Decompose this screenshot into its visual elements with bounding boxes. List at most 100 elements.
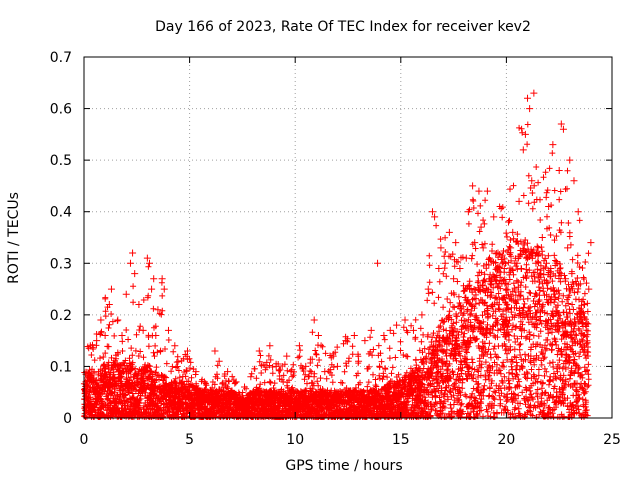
roti-point	[393, 321, 401, 329]
roti-point	[553, 259, 561, 267]
roti-point	[538, 234, 546, 241]
roti-point	[342, 337, 350, 345]
roti-point	[97, 316, 105, 324]
y-tick-label: 0	[63, 411, 72, 427]
roti-point	[464, 208, 472, 216]
roti-point	[200, 378, 208, 386]
roti-point	[524, 94, 532, 102]
roti-point	[160, 285, 168, 293]
roti-point	[310, 316, 318, 324]
roti-point	[462, 254, 470, 262]
roti-point	[232, 378, 240, 386]
roti-point	[224, 368, 232, 376]
plot-frame	[83, 56, 613, 419]
axis-ticks	[83, 56, 613, 419]
roti-point	[521, 130, 529, 138]
data-points	[80, 89, 595, 420]
y-tick-label: 0.2	[50, 308, 72, 324]
roti-point	[164, 326, 172, 334]
roti-point	[287, 368, 295, 376]
y-axis-title: ROTI / TECUs	[6, 192, 22, 284]
x-tick-label: 20	[497, 432, 515, 448]
roti-point	[139, 326, 147, 334]
roti-point	[490, 213, 498, 221]
roti-point	[570, 177, 578, 185]
roti-point	[526, 105, 534, 113]
roti-point	[530, 89, 538, 97]
roti-point	[350, 331, 358, 339]
roti-point	[150, 275, 158, 283]
roti-point	[505, 218, 513, 226]
roti-point	[471, 239, 479, 247]
roti-point	[107, 285, 115, 293]
x-axis-title: GPS time / hours	[285, 458, 402, 474]
roti-point	[562, 275, 570, 283]
roti-point	[329, 352, 337, 360]
roti-point	[374, 259, 382, 267]
roti-point	[295, 342, 303, 350]
roti-point	[215, 357, 223, 365]
roti-point	[171, 342, 179, 350]
roti-point	[479, 244, 487, 252]
roti-point	[456, 264, 464, 272]
roti-point	[105, 301, 113, 309]
roti-point	[494, 249, 502, 257]
roti-point	[302, 362, 310, 370]
roti-point	[361, 337, 369, 345]
roti-point	[576, 280, 584, 288]
roti-point	[536, 270, 544, 278]
roti-point	[513, 259, 521, 267]
roti-point	[566, 156, 574, 164]
roti-point	[500, 264, 508, 272]
roti-point	[247, 373, 255, 381]
roti-point	[321, 368, 329, 376]
roti-point	[283, 352, 291, 360]
roti-point	[86, 342, 94, 350]
y-tick-label: 0.1	[50, 359, 72, 375]
roti-point	[314, 331, 322, 339]
roti-point	[450, 275, 458, 283]
roti-point	[380, 331, 388, 339]
roti-point	[152, 331, 160, 339]
roti-point	[129, 249, 137, 257]
roti-point	[424, 285, 432, 293]
roti-point	[145, 259, 153, 267]
roti-point	[428, 208, 436, 216]
roti-point	[545, 203, 553, 211]
roti-point	[135, 301, 143, 309]
y-tick-label: 0.7	[50, 50, 72, 66]
roti-point	[93, 337, 101, 345]
roti-point	[192, 368, 200, 376]
roti-point	[114, 316, 122, 324]
tick-labels: 0 5 10 15 20 25 0 0.1 0.2 0.3 0.4 0.5 0.6 0.7	[50, 50, 621, 448]
x-tick-label: 15	[392, 432, 410, 448]
roti-point	[574, 208, 582, 216]
x-tick-label: 10	[286, 432, 304, 448]
roti-point	[118, 331, 126, 339]
roti-point	[122, 290, 130, 298]
roti-point	[333, 362, 341, 370]
roti-point	[524, 254, 532, 262]
roti-point	[519, 146, 527, 154]
roti-point	[418, 311, 426, 319]
roti-point	[543, 259, 551, 267]
roti-point	[143, 254, 151, 262]
roti-point	[154, 306, 162, 314]
roti-point	[183, 347, 191, 355]
roti-point	[469, 182, 477, 190]
roti-point	[158, 275, 166, 283]
roti-point	[477, 223, 485, 231]
roti-point	[431, 213, 439, 221]
x-tick-label: 25	[603, 432, 621, 448]
roti-point	[386, 326, 394, 334]
roti-point	[255, 347, 263, 355]
roti-point	[517, 264, 525, 272]
roti-point	[445, 228, 453, 236]
roti-point	[126, 259, 134, 267]
y-tick-label: 0.3	[50, 256, 72, 272]
roti-point	[507, 244, 515, 252]
roti-point	[101, 331, 109, 339]
roti-point	[367, 326, 375, 334]
